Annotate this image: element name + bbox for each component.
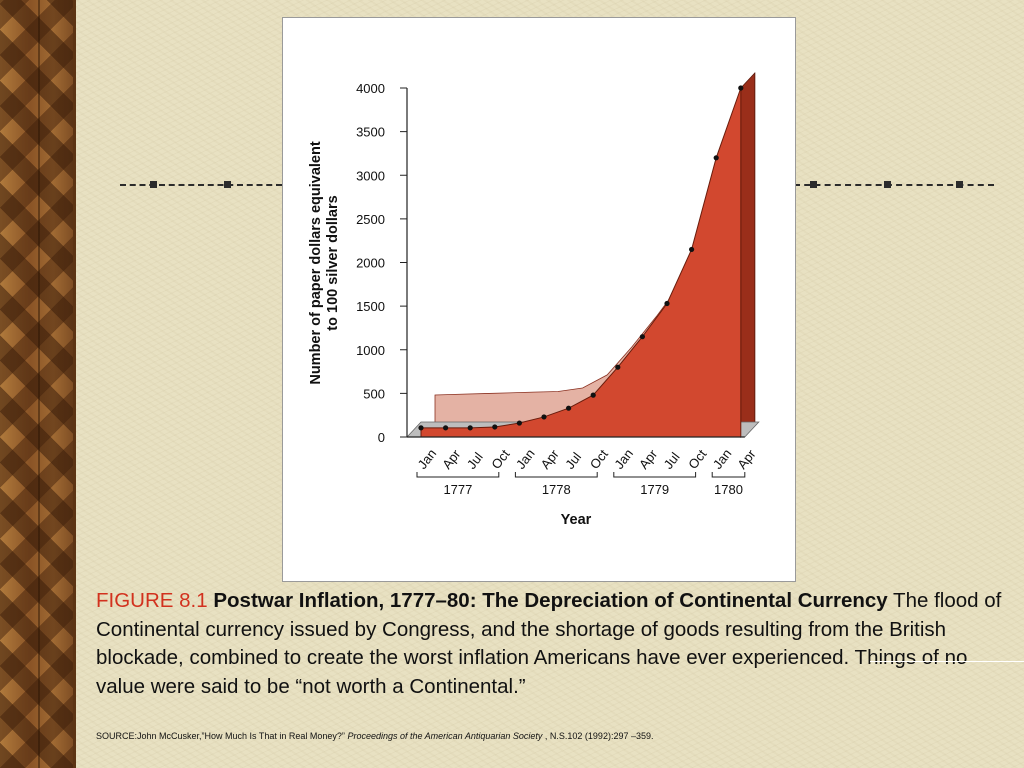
- figure-caption: FIGURE 8.1 Postwar Inflation, 1777–80: T…: [96, 587, 1016, 701]
- wood-border: [0, 0, 76, 768]
- decorative-square: [884, 181, 891, 188]
- year-label: 1779: [640, 482, 669, 497]
- divider-line: [870, 661, 1024, 662]
- y-tick-label: 3500: [356, 125, 385, 140]
- data-point: [615, 364, 621, 370]
- wood-edge: [73, 0, 76, 768]
- inflation-chart: 0 500 1000 1500 2000 2500 3000 3500 4000 Number o…: [308, 71, 760, 528]
- source-journal: Proceedings of the American Antiquarian …: [347, 731, 543, 741]
- y-tick-label: 1000: [356, 343, 385, 358]
- data-point: [443, 425, 449, 431]
- x-tick-label: Jan: [611, 446, 636, 472]
- y-tick-label: 2000: [356, 256, 385, 271]
- y-tick-label: 1500: [356, 299, 385, 314]
- wood-line: [38, 0, 40, 768]
- year-bracket: [416, 472, 500, 478]
- year-label: 1777: [443, 482, 472, 497]
- data-point: [516, 420, 522, 426]
- y-tick-label: 4000: [356, 81, 385, 96]
- x-tick-label: Apr: [636, 446, 661, 472]
- data-point: [566, 405, 572, 411]
- data-point: [664, 300, 670, 307]
- x-tick-label: Apr: [439, 446, 464, 472]
- x-tick-label: Jul: [661, 449, 683, 471]
- year-label: 1778: [542, 482, 571, 497]
- x-tick-label: Oct: [685, 446, 710, 471]
- x-tick-label: Jan: [710, 446, 735, 472]
- figure-panel: 0 500 1000 1500 2000 2500 3000 3500 4000 Number o…: [282, 17, 796, 582]
- data-point: [541, 414, 547, 420]
- figure-body: The flood of Continental currency issued…: [96, 589, 1002, 698]
- data-point: [467, 425, 473, 431]
- y-axis-label: to 100 silver dollars: [325, 195, 341, 330]
- data-point: [590, 392, 596, 398]
- y-axis-label: Number of paper dollars equivalent: [308, 141, 324, 384]
- y-tick-label: 500: [363, 386, 385, 401]
- source-suffix: , N.S.102 (1992):297 –359.: [544, 731, 654, 741]
- x-tick-label: Jul: [562, 449, 584, 471]
- decorative-line-right: [794, 184, 994, 188]
- x-tick-label: Apr: [734, 446, 759, 472]
- year-label: 1780: [714, 482, 743, 497]
- decorative-square: [224, 181, 231, 188]
- y-tick-label: 2500: [356, 212, 385, 227]
- data-point: [639, 334, 645, 340]
- y-tick-label: 3000: [356, 168, 385, 183]
- year-bracket: [711, 472, 746, 478]
- data-point: [418, 425, 424, 431]
- figure-label: FIGURE 8.1: [96, 589, 208, 612]
- x-tick-label: Jan: [415, 446, 440, 472]
- source-citation: SOURCE:John McCusker,”How Much Is That i…: [96, 730, 1016, 742]
- figure-title: Postwar Inflation, 1777–80: The Deprecia…: [213, 589, 888, 612]
- x-tick-label: Apr: [538, 446, 563, 472]
- x-tick-label: Jul: [464, 449, 486, 471]
- decorative-square: [810, 181, 817, 188]
- data-point: [689, 246, 695, 253]
- data-point: [713, 155, 719, 161]
- x-tick-label: Jan: [513, 446, 538, 472]
- x-axis-label: Year: [561, 512, 592, 528]
- decorative-square: [956, 181, 963, 188]
- source-prefix: SOURCE:John McCusker,”How Much Is That i…: [96, 731, 345, 741]
- x-tick-label: Oct: [488, 446, 513, 471]
- x-tick-label: Oct: [587, 446, 612, 471]
- year-bracket: [514, 472, 598, 478]
- decorative-square: [150, 181, 157, 188]
- year-bracket: [613, 472, 697, 478]
- area-front: [420, 87, 742, 438]
- y-tick-label: 0: [378, 430, 385, 445]
- area-side-face: [740, 71, 756, 439]
- decorative-line-left: [120, 184, 282, 188]
- data-point: [492, 424, 498, 430]
- data-point: [738, 85, 744, 91]
